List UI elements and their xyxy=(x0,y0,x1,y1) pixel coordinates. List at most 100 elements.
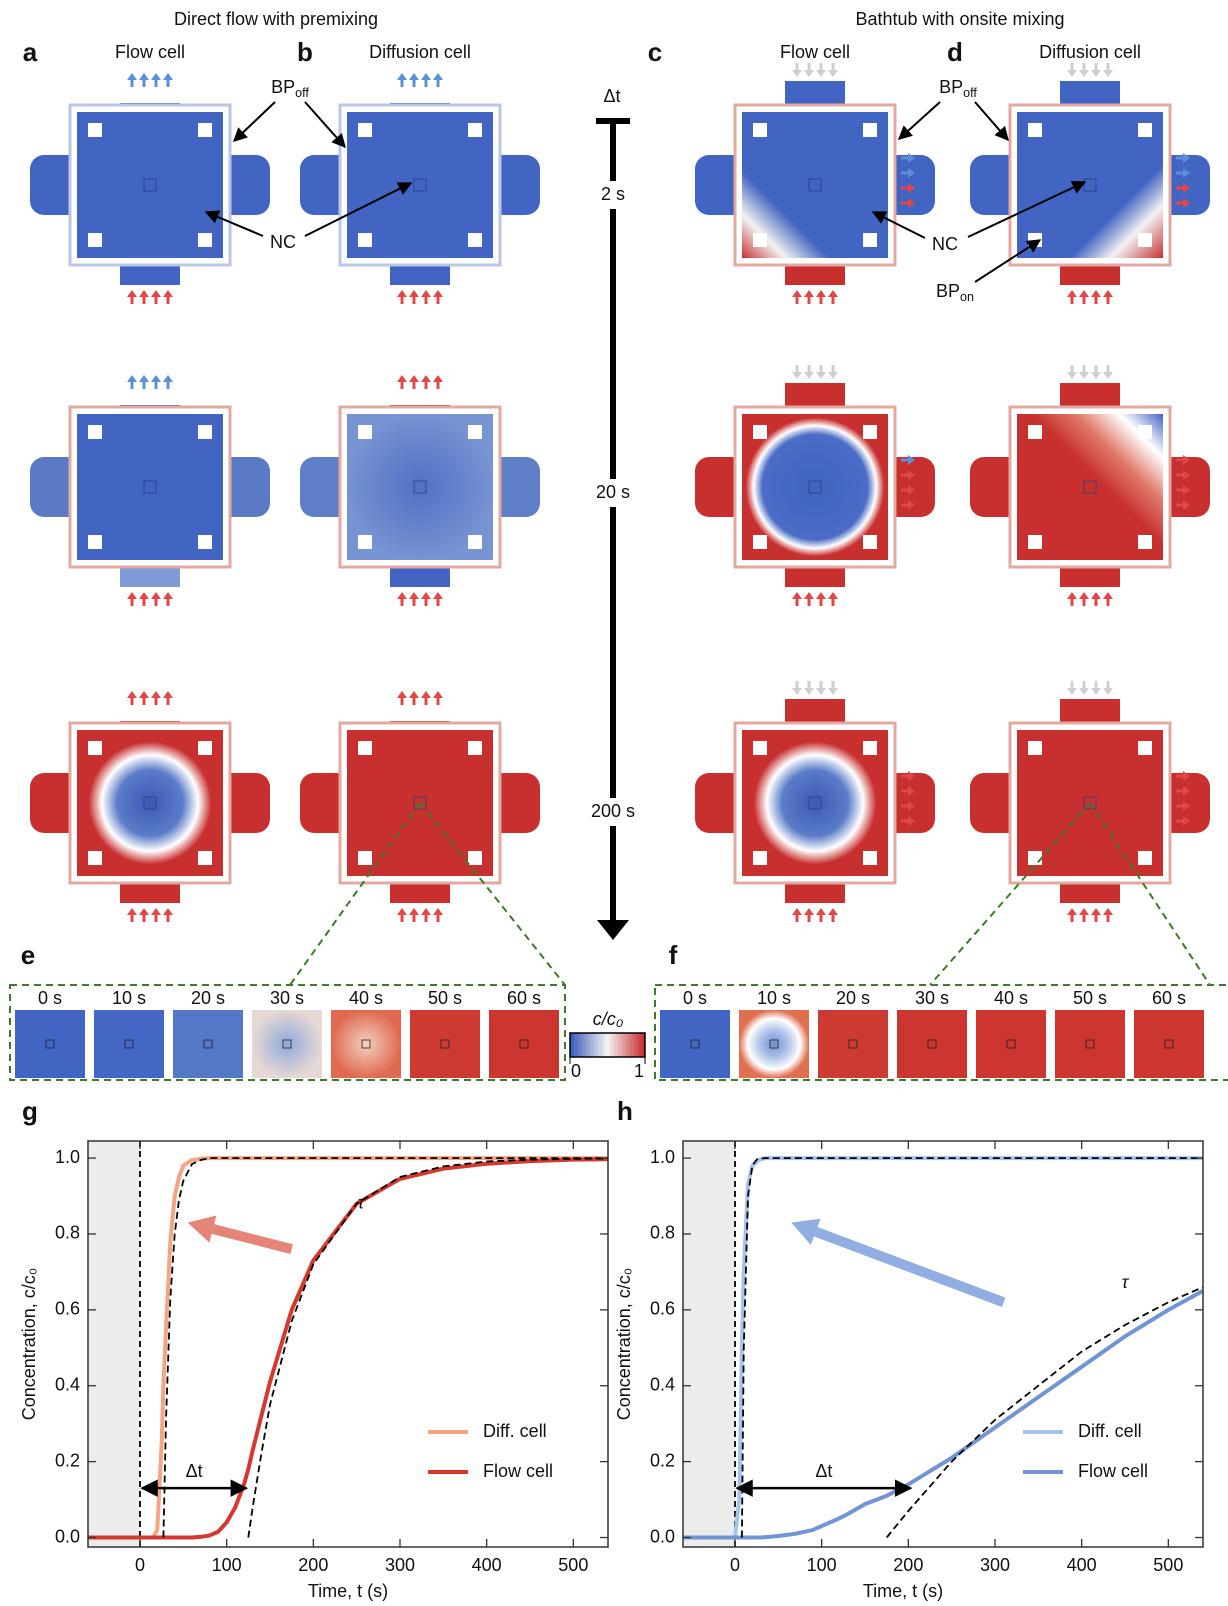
strip-time: 50 s xyxy=(1073,988,1107,1008)
y-tick-label: 0.6 xyxy=(55,1299,80,1319)
flow-arrow xyxy=(421,908,431,922)
flow-arrow xyxy=(901,455,915,465)
panel-letter: e xyxy=(21,940,35,970)
post xyxy=(88,233,102,247)
strip-time: 20 s xyxy=(191,988,225,1008)
panel-title: Flow cell xyxy=(780,42,850,62)
zoom-line xyxy=(419,802,566,986)
y-tick-label: 0.2 xyxy=(55,1450,80,1470)
nanochannel xyxy=(143,796,157,810)
flow-arrow xyxy=(816,365,826,379)
flow-arrow xyxy=(409,73,419,87)
strip-frame xyxy=(15,1010,85,1078)
flow-arrow xyxy=(1103,592,1113,606)
flow-arrow xyxy=(127,375,137,389)
x-tick-label: 400 xyxy=(472,1555,502,1575)
zoom-box xyxy=(654,984,1228,1081)
trend-arrow xyxy=(813,1227,1006,1307)
plot-frame xyxy=(87,1140,609,1548)
y-tick-label: 0.4 xyxy=(55,1374,80,1394)
flow-arrow xyxy=(1176,455,1190,465)
pointer-arrow xyxy=(304,101,346,149)
post xyxy=(753,425,767,439)
nanochannel xyxy=(45,1039,55,1049)
post xyxy=(1028,741,1042,755)
flow-arrow xyxy=(1176,153,1190,163)
pointer-arrow xyxy=(304,182,413,237)
flow-arrow xyxy=(792,681,802,695)
strip-time: 30 s xyxy=(915,988,949,1008)
nanochannel xyxy=(848,1039,858,1049)
timeline-head xyxy=(597,920,629,940)
strip-time: 10 s xyxy=(112,988,146,1008)
flow-arrow xyxy=(1067,592,1077,606)
post xyxy=(863,123,877,137)
flow-arrow xyxy=(1067,681,1077,695)
post xyxy=(468,123,482,137)
zoom-line xyxy=(929,802,1091,986)
delta-label: Δt xyxy=(186,1461,203,1481)
flow-arrow xyxy=(1079,290,1089,304)
post xyxy=(753,851,767,865)
nanochannel xyxy=(808,480,822,494)
x-tick-label: 100 xyxy=(807,1555,837,1575)
x-tick-label: 0 xyxy=(730,1555,740,1575)
flow-arrow xyxy=(792,592,802,606)
flow-arrow xyxy=(139,73,149,87)
x-tick-label: 300 xyxy=(385,1555,415,1575)
flow-arrow xyxy=(139,375,149,389)
flow-arrow xyxy=(1176,801,1190,811)
post xyxy=(1138,851,1152,865)
flow-arrow xyxy=(1067,365,1077,379)
flow-arrow xyxy=(828,681,838,695)
strip-time: 10 s xyxy=(757,988,791,1008)
strip-frame xyxy=(897,1010,967,1078)
nanochannel xyxy=(1083,796,1097,810)
flow-arrow xyxy=(139,691,149,705)
zoom-line xyxy=(1089,802,1211,986)
flow-arrow xyxy=(127,73,137,87)
x-tick-label: 200 xyxy=(298,1555,328,1575)
flow-arrow xyxy=(163,290,173,304)
legend-label: Flow cell xyxy=(483,1461,553,1481)
column-header: Bathtub with onsite mixing xyxy=(855,9,1064,29)
flow-arrow xyxy=(409,290,419,304)
flow-arrow xyxy=(421,691,431,705)
post xyxy=(358,741,372,755)
callout-label: BPon xyxy=(936,281,974,305)
post xyxy=(88,123,102,137)
post xyxy=(88,741,102,755)
flow-arrow xyxy=(1079,681,1089,695)
flow-arrow xyxy=(139,290,149,304)
post xyxy=(358,123,372,137)
shaded-region xyxy=(88,1141,140,1547)
post xyxy=(468,741,482,755)
post xyxy=(198,741,212,755)
strip-frame xyxy=(410,1010,480,1078)
strip-frame xyxy=(252,1010,322,1078)
flow-arrow xyxy=(816,592,826,606)
post xyxy=(1138,123,1152,137)
flow-arrow xyxy=(151,908,161,922)
flow-arrow xyxy=(792,365,802,379)
post xyxy=(1138,233,1152,247)
column-header: Direct flow with premixing xyxy=(174,9,378,29)
delta-label: Δt xyxy=(815,1461,832,1481)
post xyxy=(198,123,212,137)
flow-arrow xyxy=(1067,908,1077,922)
post xyxy=(358,233,372,247)
data-line xyxy=(88,1157,609,1540)
panel-letter: d xyxy=(947,37,963,67)
fit-line xyxy=(162,1157,608,1538)
flow-arrow xyxy=(804,681,814,695)
flow-arrow xyxy=(804,290,814,304)
flow-arrow xyxy=(163,691,173,705)
colorbar xyxy=(569,1032,646,1058)
flow-arrow xyxy=(1079,365,1089,379)
flow-arrow xyxy=(792,290,802,304)
flow-arrow xyxy=(409,908,419,922)
pointer-arrow xyxy=(897,101,941,140)
panel-letter: a xyxy=(23,37,38,67)
colorbar-tick-label: 0 xyxy=(571,1061,581,1081)
flow-arrow xyxy=(433,290,443,304)
